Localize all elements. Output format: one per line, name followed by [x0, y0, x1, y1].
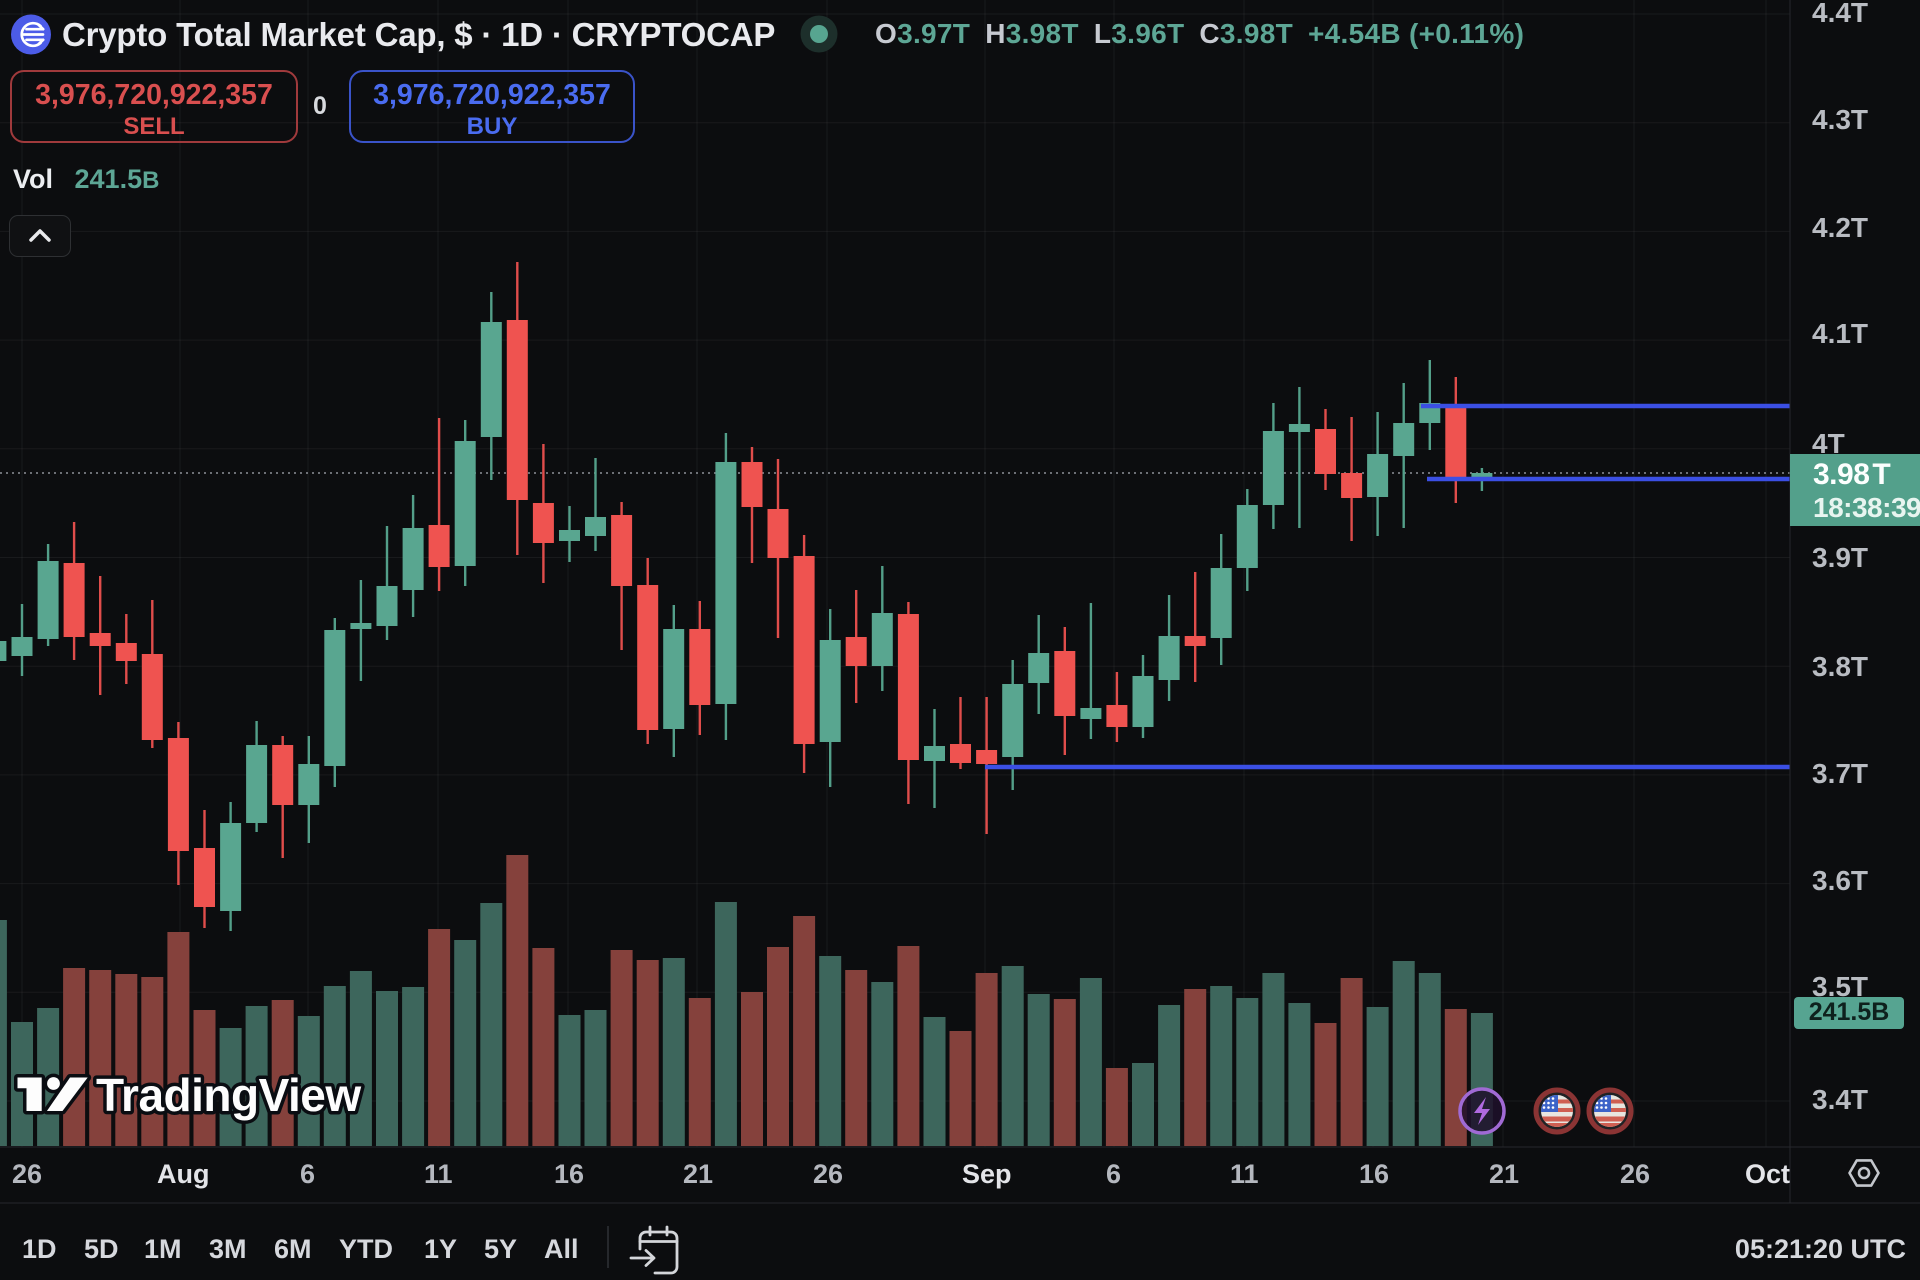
svg-text:TradingView: TradingView: [96, 1069, 361, 1121]
